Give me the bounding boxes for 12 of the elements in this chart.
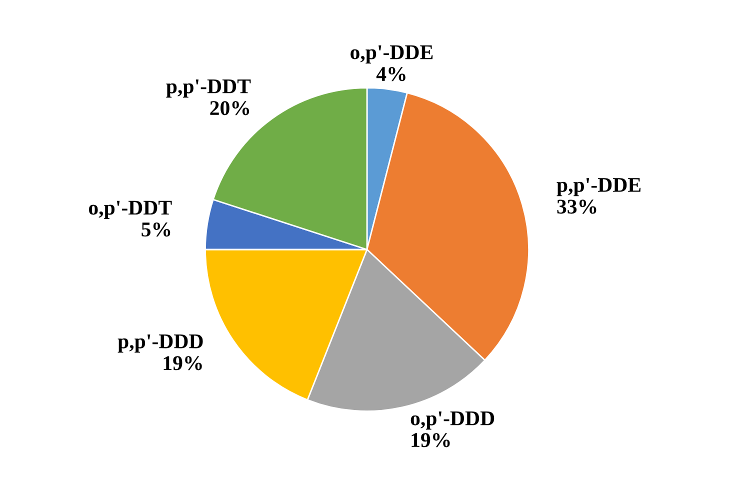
- slice-label: p,p'-DDD: [118, 334, 203, 353]
- data-label: 19%: [412, 433, 450, 448]
- slice-label: o,p'-DDE: [350, 45, 433, 64]
- slice-label: o,p'-DDD: [410, 412, 494, 430]
- data-label: 5%: [142, 222, 170, 237]
- slice-label: o,p'-DDT: [88, 200, 172, 219]
- data-label: 33%: [557, 200, 596, 214]
- data-label: 20%: [210, 101, 250, 116]
- slice-label: p,p'-DDE: [556, 178, 641, 196]
- data-label: 4%: [376, 67, 406, 82]
- data-label: 19%: [164, 356, 202, 370]
- slice-label: p,p'-DDT: [166, 79, 251, 98]
